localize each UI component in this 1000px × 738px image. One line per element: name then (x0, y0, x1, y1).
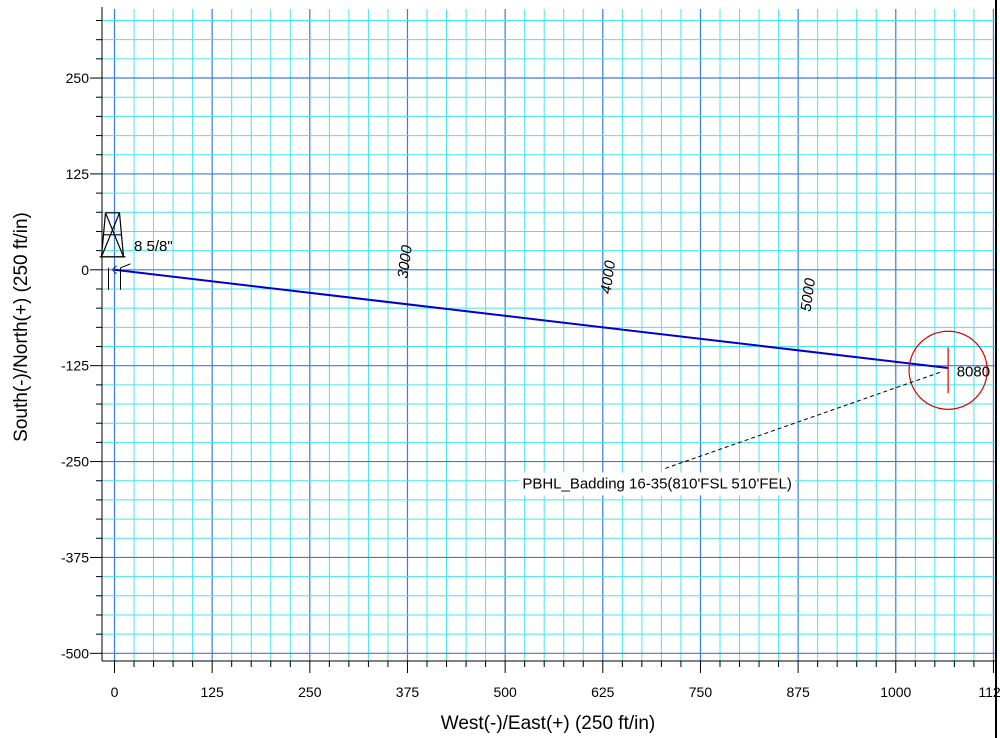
y-axis-title: South(-)/North(+) (250 ft/in) (11, 212, 32, 442)
td-depth-label: 8080 (957, 363, 990, 380)
well-path-line (114, 268, 949, 369)
x-tick-label: 875 (786, 684, 810, 700)
x-axis-title: West(-)/East(+) (250 ft/in) (441, 713, 656, 734)
y-tick-label: -125 (61, 358, 89, 374)
x-tick-label: 500 (493, 684, 517, 700)
x-tick-label: 1000 (880, 684, 911, 700)
x-tick-label: 0 (111, 684, 119, 700)
x-tick-label: 750 (689, 684, 713, 700)
casing-leader (120, 263, 131, 269)
md-label: 4000 (598, 259, 620, 295)
x-tick-label: 375 (396, 684, 420, 700)
casing-marker (108, 263, 131, 290)
x-tick-label: 125 (200, 684, 224, 700)
surface-arrow (111, 265, 117, 275)
y-tick-label: -500 (61, 645, 89, 661)
target-label-background (519, 472, 795, 496)
md-label: 5000 (798, 276, 820, 312)
x-tick-label: 250 (298, 684, 322, 700)
y-tick-label: -375 (61, 549, 89, 565)
y-tick-label: 250 (66, 70, 90, 86)
axes: 250 125 0 -125 -250 -375 -500 0 125 250 375 500 625 7… (61, 0, 1000, 738)
drilling-rig-icon (99, 212, 126, 258)
target-label: PBHL_Badding 16-35(810'FSL 510'FEL) (522, 475, 792, 492)
target-circle (908, 330, 988, 410)
data-marks (99, 212, 988, 469)
annotations: 8 5/8" 8080 PBHL_Badding 16-35(810'FSL 5… (134, 238, 990, 496)
md-label: 3000 (394, 243, 416, 279)
x-tick-label: 625 (591, 684, 615, 700)
casing-label: 8 5/8" (134, 238, 173, 255)
plot-background (102, 9, 995, 661)
grid (102, 9, 995, 661)
y-tick-label: -250 (61, 454, 89, 470)
y-tick-label: 125 (66, 166, 90, 182)
y-tick-label: 0 (81, 262, 89, 278)
x-tick-label: 1125 (978, 684, 1000, 700)
